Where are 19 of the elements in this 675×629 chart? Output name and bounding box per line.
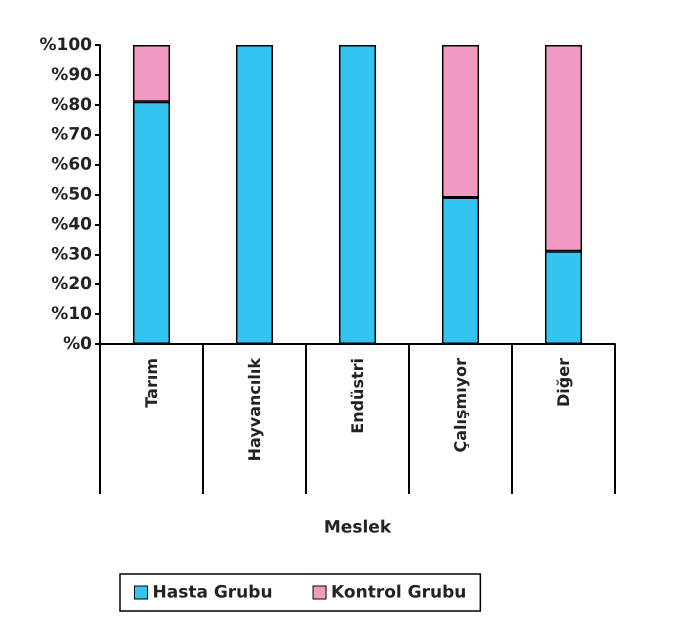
x-axis-title: Meslek <box>324 518 392 538</box>
y-tick-label: %70 <box>51 124 92 145</box>
y-tick-label: %10 <box>51 304 92 324</box>
y-tick-label: %30 <box>51 244 92 264</box>
x-tick-label: Hayvancılık <box>245 358 264 462</box>
legend-label: Kontrol Grubu <box>331 582 466 602</box>
y-tick-label: %20 <box>51 274 92 294</box>
x-tick-label: Çalışmıyor <box>451 358 470 452</box>
x-tick-label: Diğer <box>554 358 573 407</box>
y-tick-label: %100 <box>39 35 92 55</box>
y-tick-label: %40 <box>51 214 92 234</box>
legend-label: Hasta Grubu <box>152 582 273 602</box>
y-tick-label: %80 <box>51 94 92 115</box>
x-tick-label: Tarım <box>142 358 161 408</box>
y-tick-label: %0 <box>63 334 92 354</box>
y-tick-label: %60 <box>51 154 92 175</box>
y-tick-label: %50 <box>51 184 92 204</box>
y-tick-label: %90 <box>51 64 92 85</box>
x-tick-label: Endüstri <box>348 358 367 434</box>
